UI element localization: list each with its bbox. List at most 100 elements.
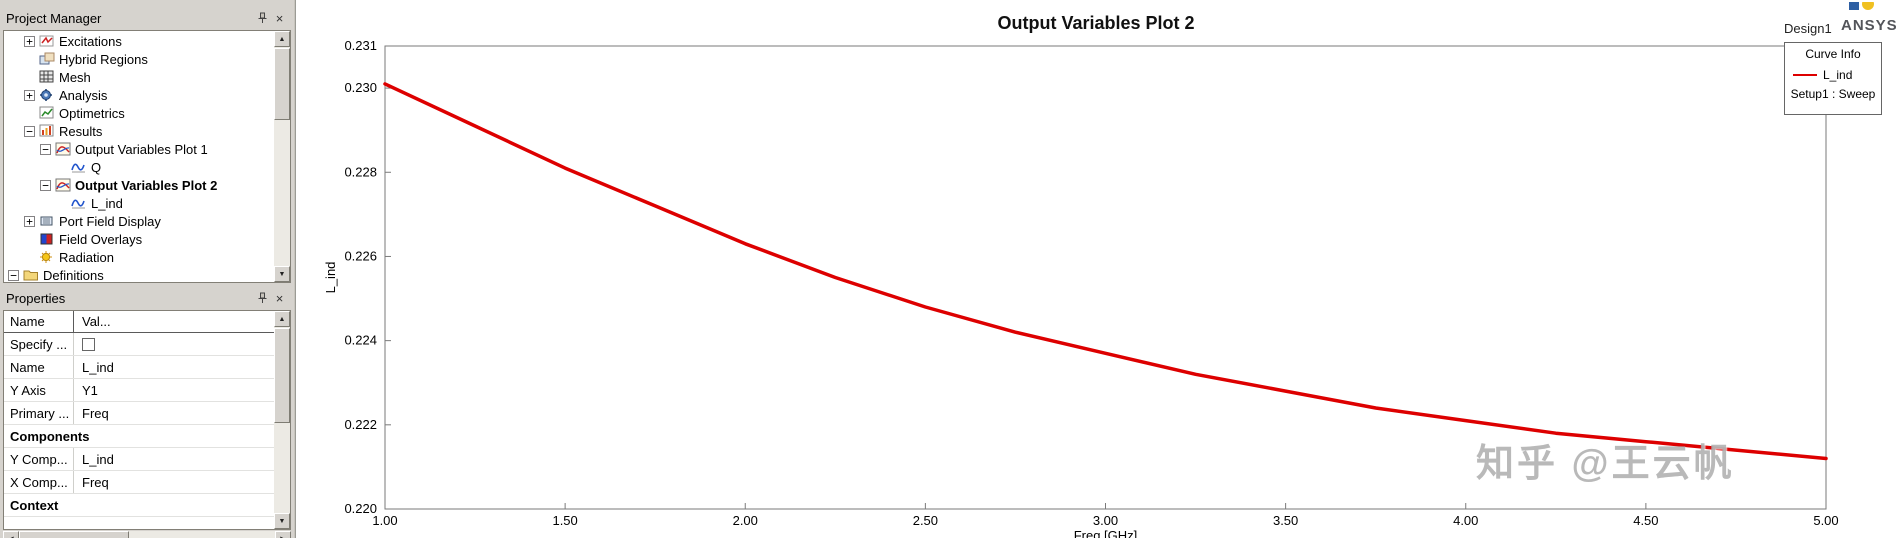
tree-item-label: L_ind (91, 195, 123, 211)
tree-item-label: Results (59, 123, 103, 139)
field-overlays-icon (39, 232, 55, 246)
property-row-x-comp[interactable]: X Comp... Freq (4, 471, 274, 494)
project-manager-header[interactable]: Project Manager × (4, 8, 290, 28)
tree-scrollbar-thumb[interactable] (274, 48, 290, 120)
property-row-name[interactable]: Name L_ind (4, 356, 274, 379)
expand-icon[interactable]: + (24, 89, 35, 101)
tree-item-definitions[interactable]: − Definitions (4, 266, 273, 282)
plot-icon (55, 142, 71, 156)
property-value: Freq (74, 475, 274, 490)
legend-title: Curve Info (1805, 47, 1861, 61)
tree-item-optimetrics[interactable]: Optimetrics (4, 104, 273, 122)
property-value-text: Y1 (82, 382, 98, 398)
y-tick-label: 0.220 (344, 501, 377, 516)
tree-item-label: Q (91, 159, 102, 175)
property-section-context[interactable]: Context (4, 494, 274, 517)
pin-icon[interactable] (254, 291, 271, 306)
x-axis-title: Freq [GHz] (1074, 528, 1138, 538)
tree-item-q[interactable]: Q (4, 158, 273, 176)
design-label: Design1 (1784, 21, 1832, 36)
property-name: X Comp... (4, 471, 74, 493)
property-value: L_ind (74, 452, 274, 467)
tree-item-analysis[interactable]: + Analysis (4, 86, 273, 104)
scroll-right-icon[interactable]: ▶ (275, 531, 291, 538)
col-header-value: Val... (82, 314, 111, 329)
property-value-text: Freq (82, 474, 109, 490)
trace-icon (71, 160, 87, 174)
mesh-icon (39, 70, 55, 84)
collapse-icon[interactable]: − (8, 269, 19, 281)
curve-l-ind[interactable] (383, 82, 1828, 461)
properties-hscrollbar-thumb[interactable] (19, 531, 129, 538)
toolbar-fragment-icon (1848, 0, 1878, 10)
hybrid-regions-icon (39, 52, 55, 66)
section-label: Context (10, 497, 59, 513)
scroll-down-icon[interactable]: ▼ (274, 513, 290, 529)
property-value-text: L_ind (82, 359, 114, 375)
property-value: L_ind (74, 360, 274, 375)
collapse-icon[interactable]: − (24, 125, 35, 137)
property-name: Y Comp... (4, 448, 74, 470)
properties-header[interactable]: Properties × (4, 288, 290, 308)
property-row-y-axis[interactable]: Y Axis Y1 (4, 379, 274, 402)
expand-icon[interactable]: + (24, 35, 35, 47)
x-tick-label: 1.50 (552, 513, 577, 528)
properties-hscrollbar[interactable]: ◀ ▶ (3, 531, 291, 538)
tree-item-label: Output Variables Plot 2 (75, 177, 218, 193)
scroll-up-icon[interactable]: ▲ (274, 31, 290, 47)
property-name: Primary ... (4, 402, 74, 424)
x-tick-label: 4.50 (1633, 513, 1658, 528)
tree-item-output-variables-plot-1[interactable]: − Output Variables Plot 1 (4, 140, 273, 158)
tree-item-excitations[interactable]: + Excitations (4, 32, 273, 50)
property-row-specify[interactable]: Specify ... (4, 333, 274, 356)
tree-item-radiation[interactable]: Radiation (4, 248, 273, 266)
tree-item-field-overlays[interactable]: Field Overlays (4, 230, 273, 248)
expand-icon[interactable]: + (24, 215, 35, 227)
tree-item-l-ind[interactable]: L_ind (4, 194, 273, 212)
tree-item-mesh[interactable]: Mesh (4, 68, 273, 86)
close-icon[interactable]: × (275, 10, 284, 26)
port-field-icon (39, 214, 55, 228)
tree-item-label: Radiation (59, 249, 114, 265)
property-row-primary[interactable]: Primary ... Freq (4, 402, 274, 425)
specify-checkbox[interactable] (82, 337, 95, 351)
report-window: Output Variables Plot 2 Design1 ANSYS 1.… (295, 0, 1896, 538)
properties-table: Name Val... Specify ... Name L_ind Y Axis Y1 Pr… (4, 311, 274, 529)
tree-item-label: Port Field Display (59, 213, 161, 229)
y-axis-title: L_ind (323, 262, 338, 294)
scroll-left-icon[interactable]: ◀ (3, 531, 19, 538)
collapse-icon[interactable]: − (40, 143, 51, 155)
x-tick-label: 2.50 (913, 513, 938, 528)
section-label: Components (10, 428, 90, 444)
project-tree-container: + Excitations Hybrid Regions Mesh + Analysis O… (3, 30, 291, 283)
tree-item-output-variables-plot-2[interactable]: − Output Variables Plot 2 (4, 176, 273, 194)
ansys-logo: ANSYS (1841, 17, 1896, 34)
tree-item-label: Mesh (59, 69, 91, 85)
pin-icon[interactable] (254, 11, 271, 26)
curve-color-swatch (1793, 74, 1817, 76)
scroll-down-icon[interactable]: ▼ (274, 266, 290, 282)
properties-scrollbar-thumb[interactable] (274, 328, 290, 423)
tree-scrollbar[interactable]: ▲ ▼ (274, 31, 290, 282)
property-row-y-comp[interactable]: Y Comp... L_ind (4, 448, 274, 471)
property-value-text: L_ind (82, 451, 114, 467)
properties-grid-container: Name Val... Specify ... Name L_ind Y Axis Y1 Pr… (3, 310, 291, 530)
watermark: 知乎 @王云帆 (1476, 443, 1735, 485)
tree-item-hybrid-regions[interactable]: Hybrid Regions (4, 50, 273, 68)
folder-icon (23, 268, 39, 282)
trace-icon (71, 196, 87, 210)
tree-item-results[interactable]: − Results (4, 122, 273, 140)
properties-scrollbar[interactable]: ▲ ▼ (274, 311, 290, 529)
collapse-icon[interactable]: − (40, 179, 51, 191)
scroll-up-icon[interactable]: ▲ (274, 311, 290, 327)
close-icon[interactable]: × (275, 290, 284, 306)
property-value: Y1 (74, 383, 274, 398)
optimetrics-icon (39, 106, 55, 120)
curve-info-legend[interactable]: Curve Info L_ind Setup1 : Sweep (1784, 42, 1882, 115)
property-section-components[interactable]: Components (4, 425, 274, 448)
property-value-text: Freq (82, 405, 109, 421)
x-tick-label: 5.00 (1813, 513, 1838, 528)
tree-item-port-field-display[interactable]: + Port Field Display (4, 212, 273, 230)
property-value (74, 337, 274, 351)
